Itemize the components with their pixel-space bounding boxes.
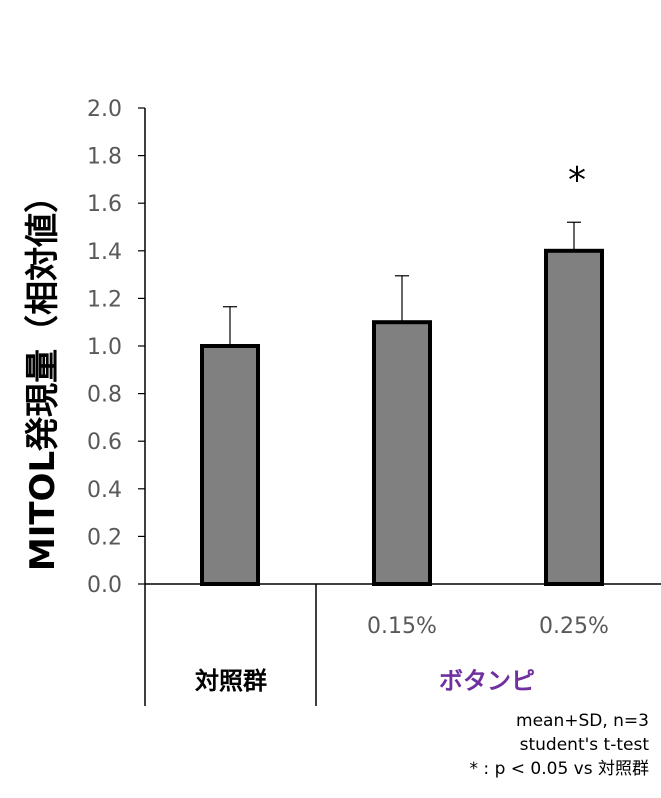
- bar: [200, 344, 260, 586]
- y-tick-label: 1.2: [87, 287, 122, 312]
- error-bars: *: [223, 160, 586, 346]
- y-axis-ticks: 0.0 0.2 0.4 0.6 0.8 1.0 1.2 1.4 1.6 1.8 2.0: [87, 97, 145, 598]
- y-axis-label: MITOL発現量（相対値）: [23, 179, 63, 571]
- bar: [544, 248, 604, 587]
- statistics-notes: mean+SD, n=3 student's t-test * : p < 0.…: [470, 709, 649, 781]
- bar: [372, 320, 432, 586]
- y-tick-label: 0.6: [87, 430, 122, 455]
- bars: [200, 248, 604, 587]
- y-tick-label: 1.6: [87, 192, 122, 217]
- x-axis-labels: 0.15% 0.25% 対照群 ボタンピ: [195, 614, 609, 695]
- axes: [144, 108, 661, 706]
- group-label-treatment: ボタンピ: [439, 667, 535, 695]
- y-tick-label: 1.0: [87, 335, 122, 360]
- y-tick-label: 0.8: [87, 383, 122, 408]
- note-line: * : p < 0.05 vs 対照群: [469, 759, 649, 779]
- y-tick-label: 0.0: [87, 573, 122, 598]
- group-label-control: 対照群: [195, 667, 267, 695]
- significance-marker: *: [568, 160, 586, 201]
- note-line: mean+SD, n=3: [516, 711, 649, 731]
- x-tick-label: 0.15%: [367, 614, 437, 639]
- y-tick-label: 1.4: [87, 240, 122, 265]
- y-tick-label: 0.4: [87, 478, 122, 503]
- note-line: student's t-test: [519, 735, 649, 755]
- y-tick-label: 1.8: [87, 145, 122, 170]
- x-tick-label: 0.25%: [539, 614, 609, 639]
- y-tick-label: 0.2: [87, 525, 122, 550]
- y-tick-label: 2.0: [87, 97, 122, 122]
